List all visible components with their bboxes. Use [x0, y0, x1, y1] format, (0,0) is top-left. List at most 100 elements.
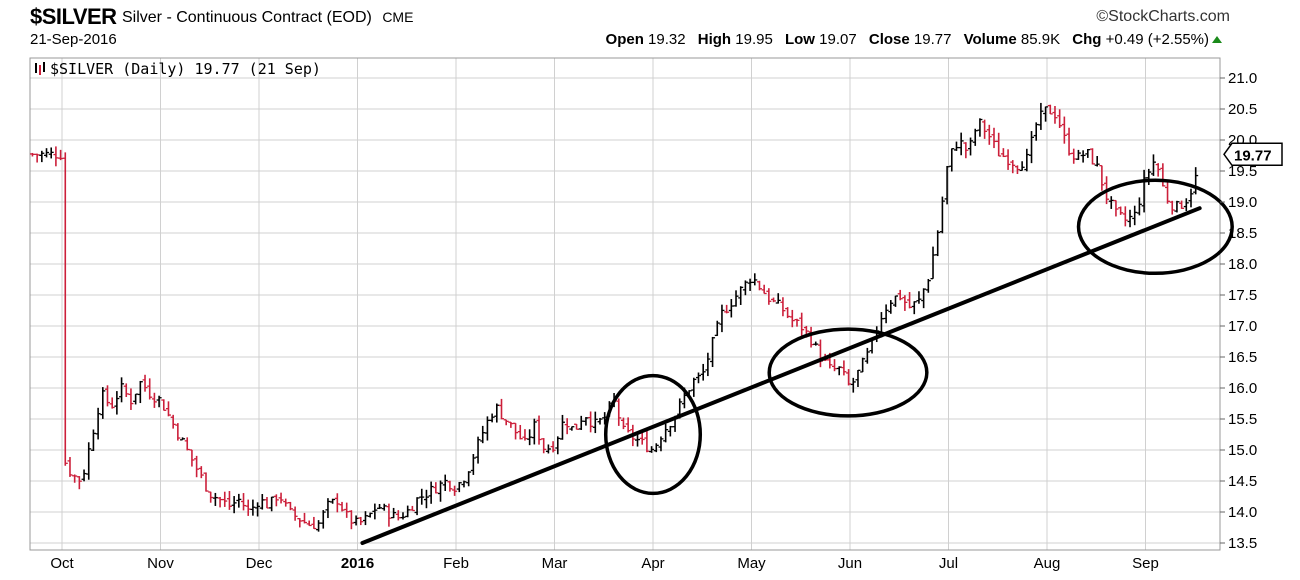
- price-bar: [653, 443, 659, 453]
- price-bar: [808, 326, 814, 348]
- y-tick-label: 14.5: [1228, 473, 1257, 490]
- price-bar: [423, 489, 429, 509]
- price-bar: [728, 299, 734, 318]
- chg-label: Chg: [1072, 31, 1102, 48]
- price-bar: [531, 418, 537, 445]
- price-bar: [1005, 149, 1011, 170]
- price-bar: [297, 517, 303, 528]
- price-bar: [1052, 105, 1058, 124]
- price-bar: [123, 383, 129, 397]
- axis-ticks: 13.5 14.0 14.5 15.0 15.5 16.0 16.5 17.0 17.5 18.0…: [50, 70, 1257, 572]
- price-bar: [212, 492, 218, 506]
- price-bar: [771, 297, 777, 303]
- annotation-ellipse: [603, 373, 703, 496]
- price-bar: [1057, 109, 1063, 128]
- price-bar: [194, 455, 200, 478]
- price-bar: [719, 304, 725, 333]
- price-bar: [273, 494, 279, 507]
- price-bar: [536, 415, 542, 445]
- price-bar: [292, 506, 298, 521]
- price-bar: [344, 502, 350, 518]
- price-bar: [597, 417, 603, 425]
- price-bar: [1160, 163, 1166, 187]
- price-bar: [269, 496, 275, 512]
- price-bar: [517, 424, 523, 440]
- price-bar: [1024, 148, 1030, 172]
- x-tick-label: Jul: [939, 555, 958, 572]
- price-bar: [100, 387, 106, 419]
- y-tick-label: 18.0: [1228, 256, 1257, 273]
- price-bar: [592, 411, 598, 434]
- y-tick-label: 20.5: [1228, 101, 1257, 118]
- price-bar: [409, 505, 415, 512]
- last-value-label: 19.77: [1234, 147, 1272, 164]
- price-bar: [583, 417, 589, 426]
- price-bar: [180, 437, 186, 441]
- price-bar: [841, 360, 847, 376]
- price-bar: [1010, 160, 1016, 174]
- price-bar: [789, 309, 795, 328]
- price-bar: [165, 401, 171, 417]
- price-bar: [724, 304, 730, 314]
- price-bar: [198, 466, 204, 479]
- price-bar: [170, 414, 176, 429]
- x-tick-label: May: [737, 555, 766, 572]
- price-bar: [860, 357, 866, 373]
- trendline: [360, 206, 1202, 545]
- price-bar: [503, 419, 509, 426]
- price-bar: [625, 417, 631, 433]
- price-bar: [1029, 131, 1035, 164]
- price-bar: [34, 153, 40, 163]
- price-bar: [1150, 154, 1156, 176]
- price-bar: [250, 499, 256, 516]
- price-bar: [522, 429, 528, 441]
- price-bar: [259, 494, 265, 510]
- price-series: [29, 102, 1199, 532]
- price-bar: [381, 503, 387, 511]
- price-bar: [817, 339, 823, 368]
- price-bar: [1014, 165, 1020, 175]
- price-bar: [982, 119, 988, 139]
- price-bar: [386, 503, 392, 527]
- price-bar: [1169, 200, 1175, 215]
- price-bar: [756, 280, 762, 291]
- y-tick-label: 16.5: [1228, 349, 1257, 366]
- price-bar: [1071, 148, 1077, 164]
- price-bar: [925, 278, 931, 293]
- price-bar: [438, 480, 444, 502]
- price-bar: [1019, 161, 1025, 172]
- x-tick-label: Oct: [50, 555, 74, 572]
- price-bar: [813, 341, 819, 346]
- price-bar: [72, 474, 78, 483]
- price-bar: [733, 290, 739, 307]
- price-bar: [236, 493, 242, 508]
- price-bar: [109, 397, 115, 409]
- price-bar: [372, 503, 378, 520]
- price-bar: [911, 301, 917, 315]
- price-bar: [128, 388, 134, 410]
- price-bar: [433, 482, 439, 494]
- price-bar: [353, 515, 359, 526]
- price-bar: [883, 304, 889, 324]
- price-bar: [1047, 104, 1053, 115]
- last-value-marker: 19.77: [1223, 142, 1283, 167]
- price-bar: [1127, 209, 1133, 228]
- price-bar: [208, 491, 214, 503]
- price-bar: [456, 481, 462, 493]
- price-bar: [658, 436, 664, 452]
- low-value: 19.07: [819, 31, 857, 48]
- price-bar: [137, 380, 143, 404]
- price-bar: [747, 278, 753, 291]
- x-tick-label: Sep: [1132, 555, 1159, 572]
- price-bar: [1043, 106, 1049, 122]
- price-bar: [461, 480, 467, 488]
- price-bar: [44, 148, 50, 158]
- price-bar: [649, 446, 655, 453]
- price-bar: [358, 516, 364, 526]
- y-tick-label: 21.0: [1228, 70, 1257, 87]
- price-bar: [555, 436, 561, 455]
- chart-grid: [30, 58, 1220, 550]
- price-bar: [442, 474, 448, 491]
- price-bar: [616, 398, 622, 426]
- price-bar: [939, 196, 945, 234]
